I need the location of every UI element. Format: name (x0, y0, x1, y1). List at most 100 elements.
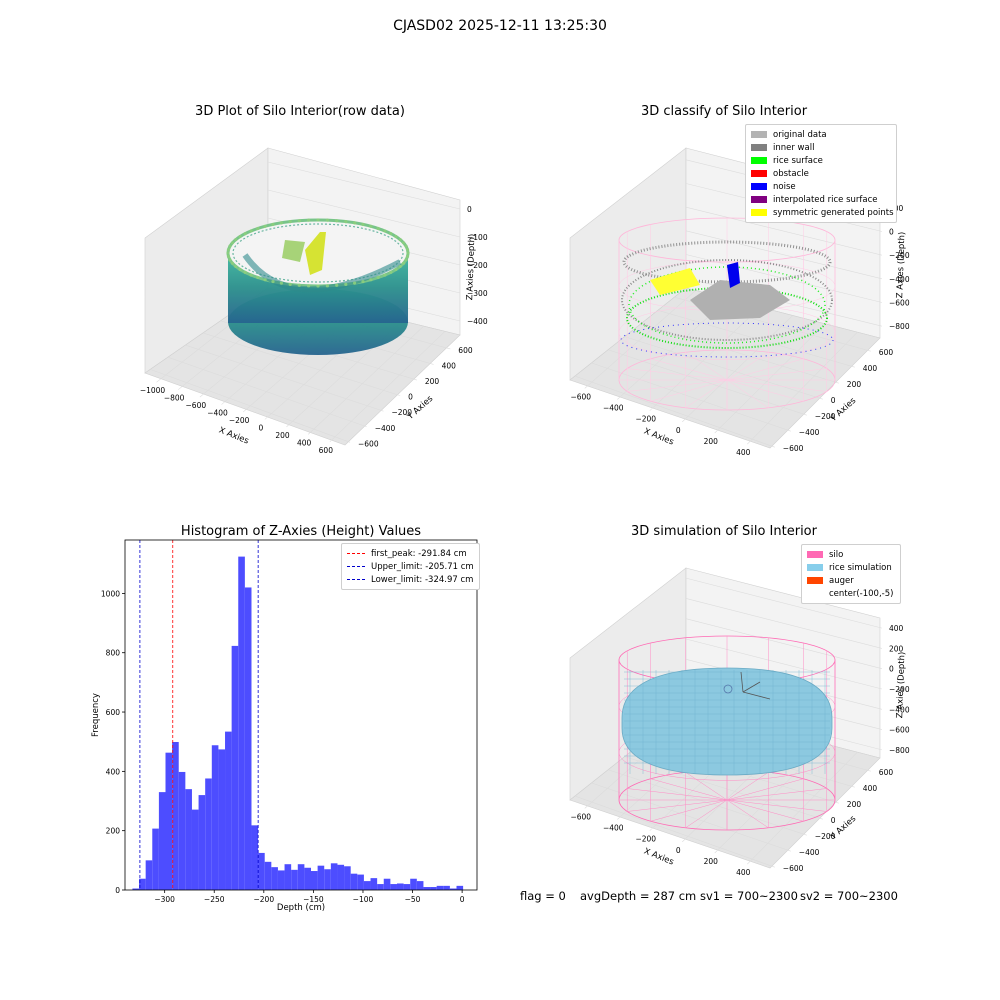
x-tick-label: −200 (254, 895, 275, 904)
point-marker (256, 275, 260, 280)
y-gridline (591, 782, 791, 852)
panel4-legend: silo rice simulation auger center(-100,-5) (801, 544, 901, 604)
legend-label: original data (773, 129, 827, 140)
legend-line (347, 553, 365, 554)
point-marker (234, 237, 238, 242)
point-marker (306, 218, 311, 222)
point-marker (404, 244, 408, 248)
histogram-bar (350, 873, 358, 890)
histogram-bar (139, 878, 146, 890)
histogram-bar (284, 864, 292, 890)
histogram-bar (344, 866, 351, 890)
legend-item: symmetric generated points (751, 206, 894, 219)
point-marker (361, 279, 365, 284)
legend-label: inner wall (773, 142, 815, 153)
y-tick-label: 800 (106, 649, 121, 658)
y-tick-label: −600 (358, 439, 379, 448)
z-tick-label: −300 (467, 289, 488, 298)
point-marker (325, 218, 330, 222)
histogram-bar (443, 885, 450, 890)
point-marker (406, 251, 410, 255)
point-marker (325, 284, 330, 288)
z-gridline (685, 618, 883, 670)
point-marker (404, 258, 408, 262)
legend-swatch (751, 170, 767, 177)
point-marker (383, 273, 387, 277)
histogram-bar (277, 870, 285, 890)
histogram-frame (124, 539, 478, 891)
wire-spoke (685, 799, 728, 828)
legend-swatch (751, 196, 767, 203)
histogram-bar (264, 861, 272, 890)
y-tick-label: −200 (815, 412, 836, 421)
legend-item: interpolated rice surface (751, 193, 891, 206)
x-tick-label: −600 (570, 392, 591, 401)
wire-spoke (627, 799, 728, 812)
legend-label: noise (773, 181, 796, 192)
x-tick-label: −600 (570, 812, 591, 821)
point-marker (288, 220, 292, 224)
z-tick-label: −600 (889, 299, 910, 308)
histogram-bar (330, 863, 338, 890)
y-tick-label: 600 (879, 768, 894, 777)
point-marker (228, 244, 232, 248)
y-gridline (167, 356, 367, 428)
point-marker (226, 251, 230, 255)
wire-spoke (650, 379, 728, 402)
histogram-title: Histogram of Z-Axies (Height) Values (180, 524, 422, 539)
z-tick-label: 0 (467, 205, 472, 214)
point-marker (279, 281, 283, 285)
histogram-xlabel: Depth (cm) (276, 903, 326, 913)
y-tick-label: 600 (458, 346, 473, 355)
z-tick-label: −400 (889, 275, 910, 284)
wire-spoke (726, 799, 827, 812)
status-avg-depth: avgDepth = 287 cm (580, 889, 697, 903)
z-gridline (267, 189, 461, 238)
legend-swatch (807, 577, 823, 584)
point-marker (238, 267, 242, 272)
x-tick-label: 200 (704, 857, 719, 866)
legend-item: silo (807, 548, 895, 561)
z-gridline (267, 161, 461, 210)
wire-spoke (627, 788, 728, 801)
legend-line (347, 566, 365, 567)
z-tick-label: −800 (889, 746, 910, 755)
histogram-bar (211, 745, 219, 890)
x-tick-label: −400 (207, 409, 228, 418)
legend-swatch (807, 564, 823, 571)
z-gridline (685, 206, 883, 256)
wire-spoke (726, 379, 804, 402)
y-tick-label: 200 (847, 380, 862, 389)
y-gridline (150, 369, 351, 443)
point-marker (249, 273, 253, 277)
point-marker (316, 218, 320, 222)
z-tick-label: 0 (889, 665, 894, 674)
histogram-bar (258, 852, 265, 890)
histogram-bar (304, 867, 312, 890)
legend-swatch (751, 157, 767, 164)
y-gridline (624, 336, 823, 400)
x-tick-label: −250 (204, 895, 225, 904)
point-marker (234, 264, 238, 269)
legend-label: symmetric generated points (773, 207, 894, 218)
y-tick-label: 600 (106, 708, 121, 717)
wire-spoke (685, 352, 728, 381)
histogram-bar (244, 587, 252, 890)
y-gridline (574, 375, 775, 448)
x-gridline (714, 323, 826, 434)
y-tick-label: −400 (375, 424, 396, 433)
histogram-bar (436, 885, 444, 890)
histogram-bar (377, 884, 384, 890)
legend-item: auger (807, 574, 895, 587)
z-gridline (685, 598, 883, 649)
y-tick-label: −400 (799, 428, 820, 437)
y-tick-label: 200 (425, 377, 440, 386)
wire-spoke (650, 799, 728, 822)
point-marker (271, 222, 275, 227)
histogram-bar (410, 878, 417, 890)
x-gridline (329, 331, 446, 443)
legend-item: Lower_limit: -324.97 cm (347, 573, 474, 586)
point-marker (376, 226, 380, 231)
point-marker (226, 247, 231, 252)
legend-swatch (807, 590, 823, 597)
